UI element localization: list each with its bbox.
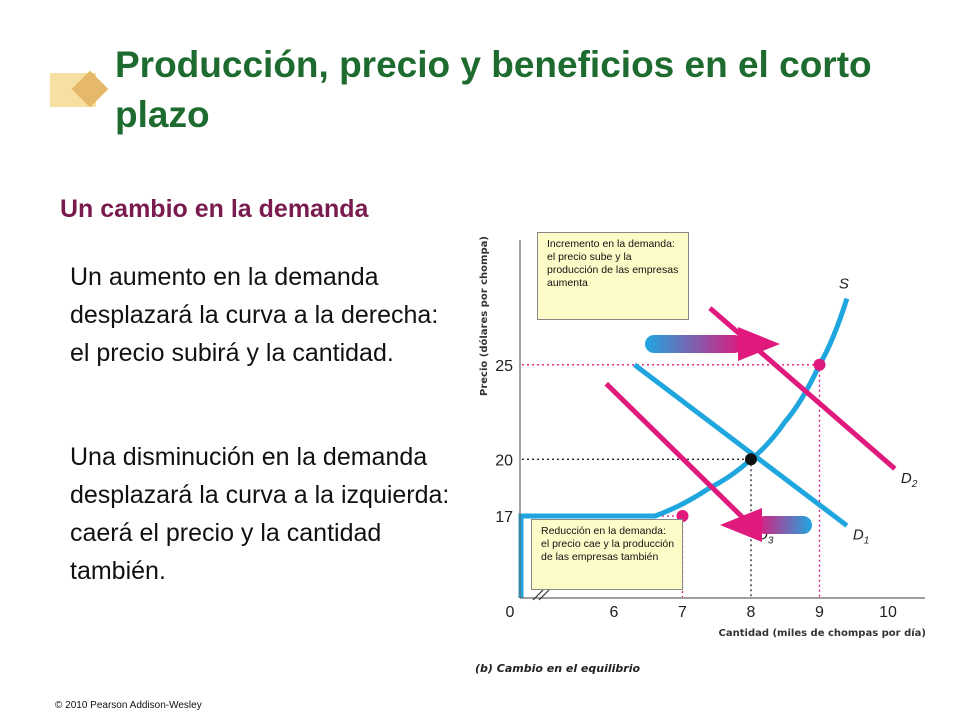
- axis-break-2: [538, 589, 550, 601]
- x-tick-8: 8: [747, 604, 756, 621]
- x-axis-title: Cantidad (miles de chompas por día): [719, 627, 926, 639]
- curve-d1: [633, 362, 849, 528]
- y-tick-17: 17: [495, 509, 513, 526]
- curve-label-d1: D1: [853, 527, 869, 547]
- arrow-right: [645, 327, 780, 361]
- x-tick-6: 6: [610, 604, 619, 621]
- curve-s: [518, 297, 850, 598]
- annotation-decrease: Reducción en la demanda: el precio cae y…: [531, 519, 683, 590]
- x-tick-7: 7: [678, 604, 687, 621]
- curve-label-s: S: [839, 276, 849, 293]
- slide-subtitle: Un cambio en la demanda: [60, 195, 369, 223]
- curve-label-d2: D2: [901, 470, 918, 490]
- y-tick-20: 20: [495, 452, 513, 469]
- axis-break-1: [532, 589, 544, 601]
- chart-caption: (b) Cambio en el equilibrio: [475, 662, 640, 675]
- y-axis-title: Precio (dólares por chompa): [478, 236, 490, 396]
- paragraph-decrease: Una disminución en la demanda desplazará…: [70, 443, 450, 585]
- equilibrium-point-increase: [813, 358, 826, 371]
- y-tick-25: 25: [495, 358, 513, 375]
- curve-d3: [604, 381, 753, 528]
- slide-title: Producción, precio y beneficios en el co…: [115, 44, 872, 135]
- copyright: © 2010 Pearson Addison-Wesley: [55, 700, 202, 711]
- x-tick-9: 9: [815, 604, 824, 621]
- arrow-left: [720, 508, 812, 542]
- x-tick-0: 0: [506, 604, 515, 621]
- annotation-increase: Incremento en la demanda: el precio sube…: [537, 232, 689, 320]
- equilibrium-point-initial: [745, 453, 757, 466]
- x-tick-10: 10: [879, 604, 897, 621]
- paragraph-increase: Un aumento en la demanda desplazará la c…: [70, 263, 439, 367]
